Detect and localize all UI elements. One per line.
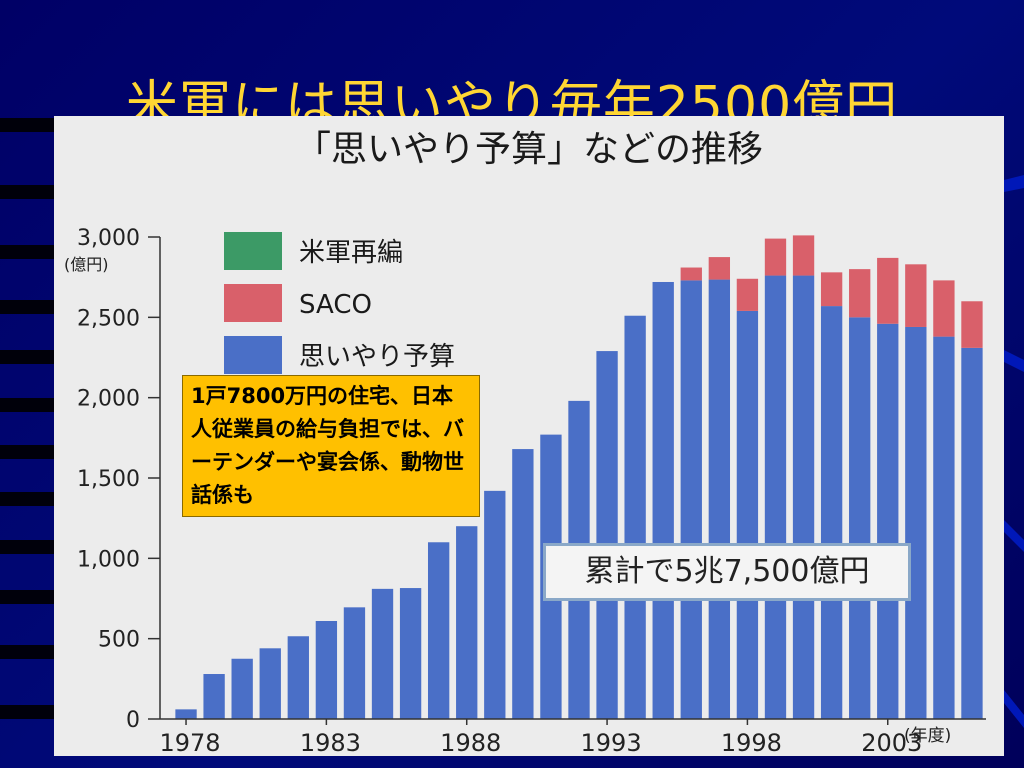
y-axis-unit-label: (億円) bbox=[64, 255, 109, 274]
x-tick-label: 1993 bbox=[581, 729, 642, 756]
bar-1982-series-0 bbox=[287, 636, 309, 719]
bar-1981-series-0 bbox=[259, 648, 281, 719]
bar-1998-series-1 bbox=[736, 278, 759, 311]
bar-1997-series-1 bbox=[708, 257, 731, 280]
bar-1989-series-0 bbox=[484, 490, 506, 719]
bar-1983-series-0 bbox=[315, 620, 338, 719]
legend-swatch bbox=[224, 336, 282, 374]
bar-2002-series-0 bbox=[849, 317, 871, 719]
bar-1997-series-0 bbox=[708, 279, 731, 719]
legend-label: 思いやり予算 bbox=[299, 342, 455, 372]
bar-2006-series-0 bbox=[961, 347, 983, 719]
legend-swatch bbox=[224, 232, 282, 270]
bar-1993-series-0 bbox=[596, 351, 618, 719]
bar-2005-series-0 bbox=[933, 336, 955, 719]
bar-1988-series-0 bbox=[456, 526, 478, 719]
bar-2003-series-0 bbox=[877, 323, 899, 719]
bar-1998-series-0 bbox=[736, 310, 759, 719]
y-tick-label: 1,000 bbox=[77, 547, 140, 572]
x-tick-label: 1998 bbox=[721, 729, 782, 756]
bar-1985-series-0 bbox=[371, 588, 394, 719]
y-tick-label: 500 bbox=[98, 628, 140, 653]
bar-1999-series-0 bbox=[764, 275, 787, 719]
stacked-bar-chart: 「思いやり予算」などの推移 (億円) (年度) 0 500 1,000 1,500 2,… bbox=[64, 129, 986, 756]
bar-2000-series-1 bbox=[792, 235, 815, 276]
y-tick-label: 1,500 bbox=[77, 467, 140, 492]
x-tick-label: 1988 bbox=[440, 729, 501, 756]
bar-2006-series-1 bbox=[961, 301, 983, 348]
x-tick-label: 1983 bbox=[300, 729, 361, 756]
chart-title: 「思いやり予算」などの推移 bbox=[295, 129, 763, 170]
y-tick-label: 0 bbox=[126, 708, 140, 733]
bar-2003-series-1 bbox=[877, 257, 899, 324]
legend-swatch bbox=[224, 284, 282, 322]
bar-1995-series-0 bbox=[652, 281, 674, 719]
y-tick-label: 2,000 bbox=[77, 387, 140, 412]
bar-2004-series-1 bbox=[905, 264, 927, 327]
x-axis-unit-label: (年度) bbox=[904, 726, 951, 746]
x-tick-label: 1978 bbox=[159, 729, 220, 756]
bar-2001-series-1 bbox=[820, 272, 843, 307]
bar-2001-series-0 bbox=[820, 306, 843, 719]
bar-1996-series-1 bbox=[680, 267, 702, 281]
y-tick-label: 2,500 bbox=[77, 306, 140, 331]
bar-1984-series-0 bbox=[343, 607, 366, 719]
bar-2005-series-1 bbox=[933, 280, 955, 337]
bar-2002-series-1 bbox=[849, 269, 871, 318]
legend-label: 米軍再編 bbox=[299, 238, 403, 268]
x-tick-label: 2003 bbox=[861, 729, 922, 756]
y-tick-label: 3,000 bbox=[77, 226, 140, 251]
bar-1987-series-0 bbox=[427, 542, 450, 719]
bar-2004-series-0 bbox=[905, 326, 927, 719]
bar-1979-series-0 bbox=[203, 674, 225, 719]
bar-1999-series-1 bbox=[764, 238, 787, 276]
bar-2000-series-0 bbox=[792, 275, 815, 719]
bar-1990-series-0 bbox=[512, 449, 534, 719]
cumulative-total-label: 累計で5兆7,500億円 bbox=[543, 543, 911, 601]
callout-note: 1戸7800万円の住宅、日本人従業員の給与負担では、バーテンダーや宴会係、動物世… bbox=[182, 375, 480, 517]
bar-1978-series-0 bbox=[175, 709, 197, 719]
bar-1994-series-0 bbox=[624, 315, 646, 719]
legend-label: SACO bbox=[299, 290, 372, 320]
bar-1980-series-0 bbox=[231, 658, 253, 719]
bar-1996-series-0 bbox=[680, 280, 702, 719]
bar-1986-series-0 bbox=[399, 588, 422, 719]
